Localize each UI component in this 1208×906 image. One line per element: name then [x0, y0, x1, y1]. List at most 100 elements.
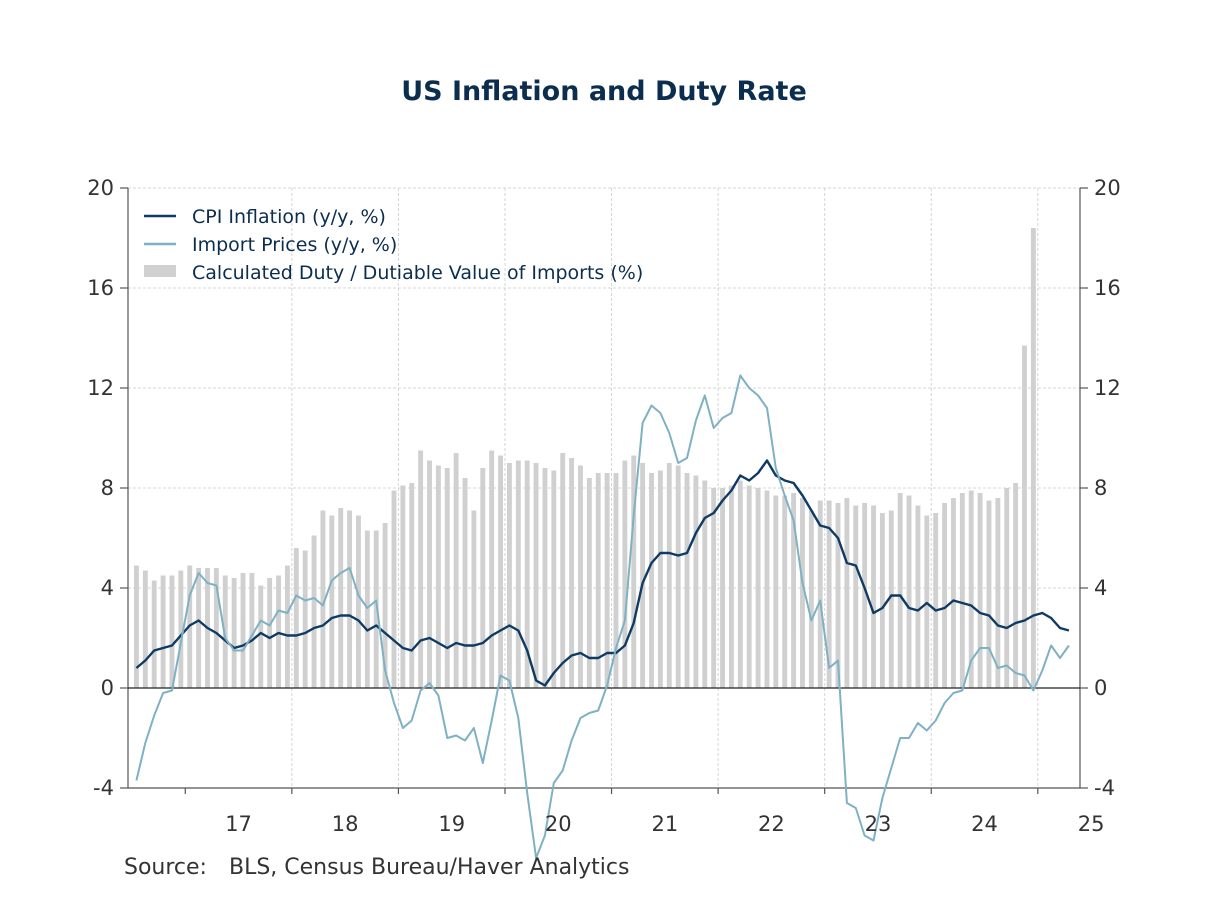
duty-bar — [800, 498, 805, 688]
duty-bar — [675, 465, 681, 688]
duty-bar — [453, 453, 459, 688]
left-tick-label: 0 — [101, 676, 114, 700]
duty-bar — [711, 488, 717, 688]
series-line — [135, 459, 1070, 687]
duty-bar — [524, 460, 530, 688]
duty-bar — [755, 488, 761, 688]
x-tick-label: 21 — [651, 812, 678, 836]
duty-bar — [782, 495, 788, 688]
duty-bar — [1004, 488, 1010, 688]
left-tick-label: 8 — [101, 476, 114, 500]
left-tick-label: 4 — [101, 576, 114, 600]
x-tick-label: 17 — [225, 812, 252, 836]
duty-bar — [968, 490, 974, 688]
duty-bar — [142, 570, 148, 688]
duty-bar — [435, 465, 441, 688]
axes — [120, 187, 1088, 794]
duty-bar — [462, 478, 468, 688]
duty-bar — [178, 570, 184, 688]
duty-bar — [338, 508, 344, 688]
duty-bar — [551, 470, 557, 688]
duty-bar — [924, 515, 930, 688]
right-tick-label: 16 — [1094, 276, 1121, 300]
duty-bar — [951, 498, 956, 688]
duty-bar — [879, 513, 885, 688]
duty-bar — [915, 505, 921, 688]
duty-bar — [311, 535, 317, 688]
duty-bar — [746, 485, 752, 688]
duty-bar — [595, 473, 601, 688]
duty-bar — [942, 503, 948, 688]
duty-bar — [427, 460, 432, 688]
left-tick-label: 12 — [87, 376, 114, 400]
duty-bar — [737, 480, 743, 688]
duty-bar — [284, 565, 290, 688]
series-lines — [135, 374, 1070, 859]
legend-label: Calculated Duty / Dutiable Value of Impo… — [192, 262, 643, 284]
duty-bar — [693, 475, 699, 688]
duty-bar — [391, 490, 397, 688]
duty-bar — [862, 503, 868, 688]
duty-bar — [302, 550, 308, 688]
source-label: Source: — [124, 855, 207, 880]
x-tick-label: 18 — [332, 812, 359, 836]
duty-bar — [1013, 483, 1019, 688]
x-tick-label: 24 — [971, 812, 998, 836]
right-tick-label: 0 — [1094, 676, 1107, 700]
legend-swatch — [144, 265, 176, 277]
duty-bar — [720, 488, 725, 688]
source-note: Source: BLS, Census Bureau/Haver Analytic… — [124, 855, 629, 880]
duty-bar — [995, 498, 1001, 688]
duty-bar — [400, 485, 406, 688]
duty-bar — [196, 568, 202, 688]
left-tick-label: 20 — [87, 176, 114, 200]
duty-bar — [791, 493, 797, 688]
duty-bar — [764, 490, 770, 688]
duty-bar — [382, 523, 388, 688]
duty-bar — [329, 515, 335, 688]
duty-bar — [586, 478, 592, 688]
duty-bar — [480, 468, 486, 688]
legend: CPI Inflation (y/y, %) Import Prices (y/y… — [144, 206, 643, 284]
series-line — [135, 374, 1070, 859]
x-tick-label: 19 — [438, 812, 465, 836]
duty-bar — [560, 453, 566, 688]
right-tick-label: 20 — [1094, 176, 1121, 200]
tick-labels: -4 0 4 8 12 16 20 -4 0 4 8 12 16 20 17 18 19 20 21 22 23 24 25 — [87, 176, 1120, 836]
duty-bar — [231, 578, 237, 688]
duty-bar — [160, 575, 166, 688]
duty-bar — [702, 480, 708, 688]
right-tick-label: 12 — [1094, 376, 1121, 400]
duty-bar — [347, 510, 353, 688]
duty-bar — [835, 503, 841, 688]
source-text: BLS, Census Bureau/Haver Analytics — [228, 855, 630, 880]
duty-bar — [444, 468, 450, 688]
duty-bar — [817, 500, 823, 688]
duty-rate-bars — [133, 228, 1036, 688]
duty-bar — [320, 510, 326, 688]
duty-bar — [657, 470, 663, 688]
duty-bar — [906, 495, 912, 688]
duty-bar — [471, 510, 477, 688]
x-tick-label: 20 — [545, 812, 572, 836]
duty-bar — [959, 493, 965, 688]
duty-bar — [409, 483, 415, 688]
left-tick-label: -4 — [93, 776, 114, 800]
duty-bar — [578, 465, 583, 688]
duty-bar — [604, 473, 610, 688]
duty-bar — [542, 468, 548, 688]
right-tick-label: -4 — [1094, 776, 1115, 800]
duty-bar — [249, 573, 255, 688]
duty-bar — [808, 510, 814, 688]
duty-bar — [853, 505, 859, 688]
duty-bar — [728, 485, 734, 688]
duty-bar — [498, 455, 503, 688]
duty-bar — [613, 473, 619, 688]
duty-bar — [213, 568, 219, 688]
duty-bar — [373, 530, 379, 688]
duty-bar — [356, 515, 361, 688]
duty-bar — [293, 548, 299, 688]
duty-bar — [844, 498, 850, 688]
duty-bar — [276, 575, 281, 688]
